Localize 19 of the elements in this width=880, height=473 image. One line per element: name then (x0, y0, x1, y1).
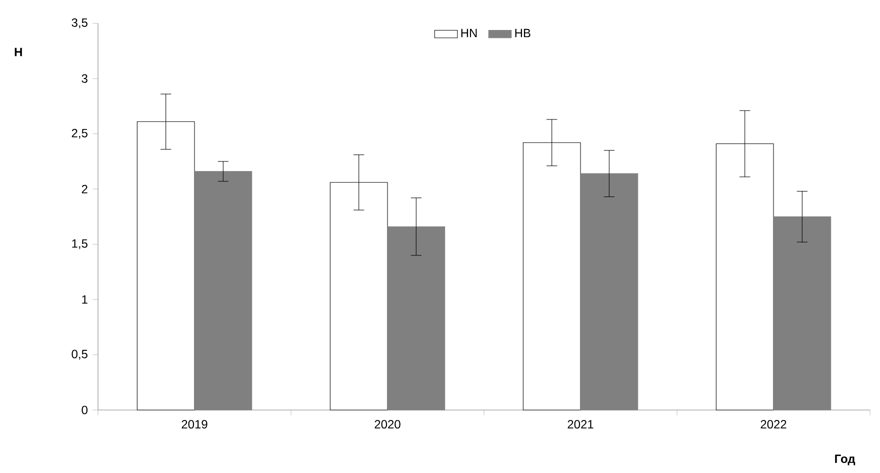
y-tick-label: 1 (82, 295, 88, 304)
x-tick-label: 2022 (760, 420, 786, 428)
x-axis-title: Год (835, 454, 856, 466)
bar (136, 121, 195, 410)
y-tick-label: 0 (82, 406, 88, 414)
x-tick-label: 2021 (568, 420, 594, 428)
y-tick-label: 2,5 (72, 128, 88, 139)
y-tick-label: 2 (82, 184, 88, 194)
x-tick-label: 2020 (374, 420, 400, 428)
y-tick-label: 3 (82, 74, 88, 83)
bar (716, 143, 774, 410)
y-tick-label: 1,5 (72, 239, 88, 250)
legend-label: HB (515, 28, 530, 38)
bar (522, 142, 581, 410)
y-tick-label: 0,5 (72, 350, 88, 360)
legend-label: HN (461, 28, 477, 38)
y-axis-title: Н (14, 48, 22, 56)
y-tick-label: 3,5 (72, 18, 88, 28)
x-tick-label: 2019 (182, 420, 208, 428)
